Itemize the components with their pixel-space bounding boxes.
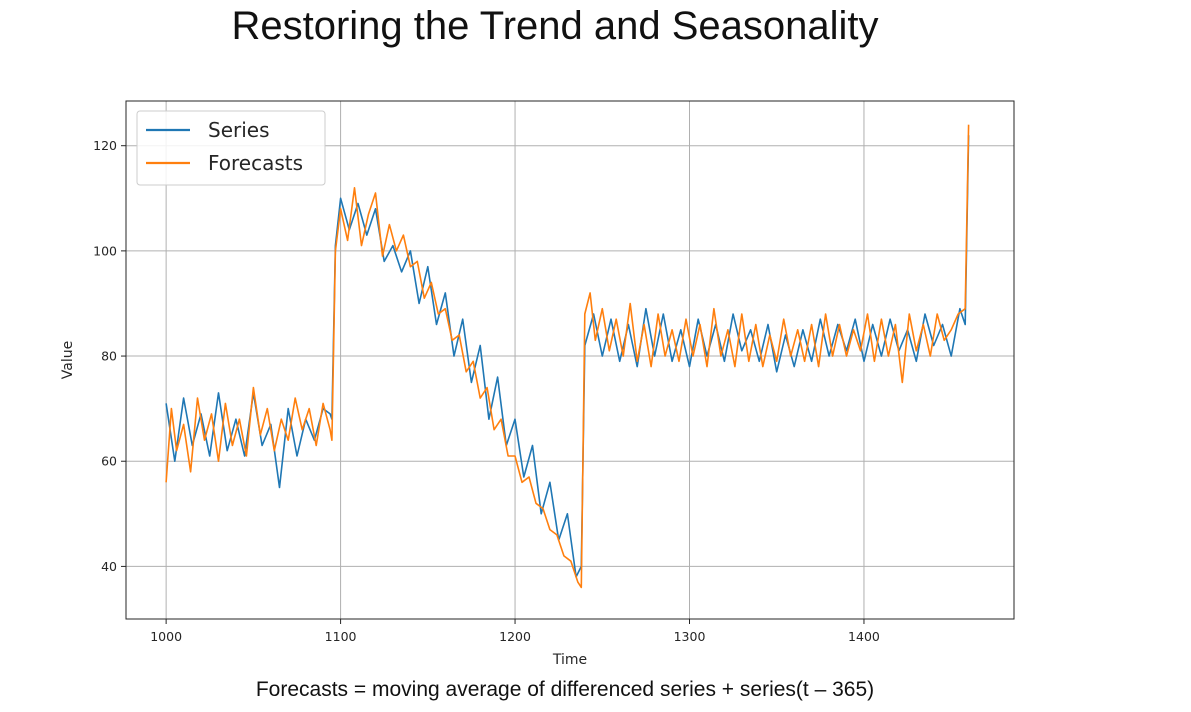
y-tick-label: 120	[93, 138, 117, 153]
y-tick-label: 60	[101, 454, 117, 469]
x-tick-label: 1200	[499, 629, 531, 644]
series-line-2	[165, 124, 970, 589]
x-tick-label: 1400	[848, 629, 880, 644]
x-tick-label: 1000	[150, 629, 182, 644]
legend-label: Forecasts	[208, 151, 303, 175]
axis-ticks: 1000 1100 1200 1300 1400 40 60 80 100 120	[93, 138, 880, 644]
slide-caption: Forecasts = moving average of difference…	[255, 678, 875, 701]
grid-lines	[126, 101, 1014, 619]
y-tick-label: 80	[101, 349, 117, 364]
x-axis-label: Time	[552, 652, 587, 668]
y-axis-label: Value	[60, 341, 76, 379]
series-lines	[165, 124, 970, 589]
legend-label: Series	[208, 118, 270, 142]
slide-title: Restoring the Trend and Seasonality	[231, 4, 879, 48]
y-tick-label: 40	[101, 559, 117, 574]
x-tick-label: 1100	[325, 629, 357, 644]
legend: Series Forecasts	[136, 110, 326, 186]
plot-frame	[125, 100, 1015, 620]
x-tick-label: 1300	[674, 629, 706, 644]
y-tick-label: 100	[93, 243, 117, 258]
